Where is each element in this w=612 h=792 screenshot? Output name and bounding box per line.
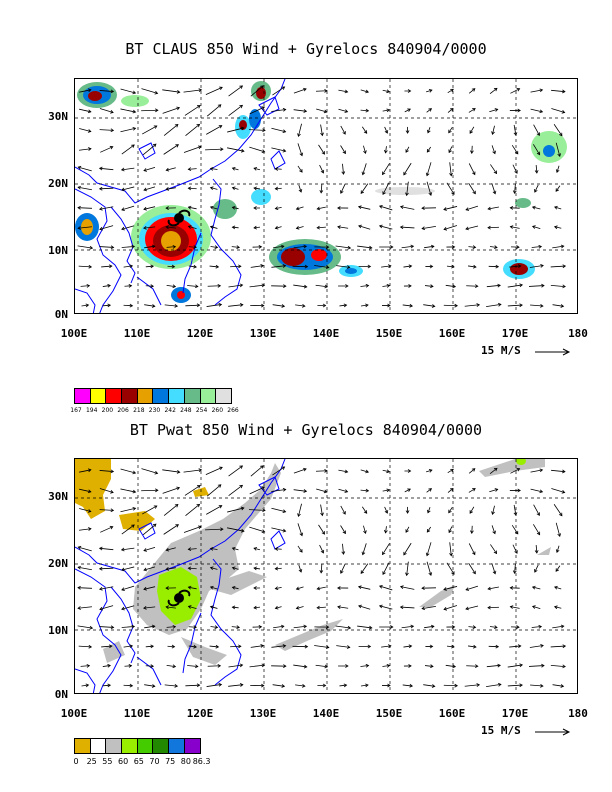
grid-lines: [75, 459, 577, 693]
colorbar-swatch: [89, 388, 107, 404]
colorbar-swatch: [183, 738, 201, 754]
colorbar-swatch: [168, 388, 185, 404]
colorbar-label: 55: [102, 757, 113, 766]
cloud-shading: [75, 81, 567, 303]
reference-vector-label: 15 M/S: [481, 724, 521, 737]
colorbar-label: 260: [211, 407, 224, 414]
colorbar-swatch: [152, 738, 170, 754]
colorbar-swatch: [121, 388, 138, 404]
wind-vectors: [77, 465, 567, 688]
colorbar-label: 25: [86, 757, 97, 766]
colorbar-claus: [74, 388, 232, 404]
typhoon-symbol-icon: [167, 589, 191, 607]
colorbar-swatch: [121, 738, 138, 754]
y-tick-label: 30N: [48, 110, 68, 123]
x-tick-label: 140E: [312, 327, 340, 340]
y-tick-label: 0N: [54, 688, 68, 701]
colorbar-swatch: [74, 388, 91, 404]
colorbar-label: 60: [118, 757, 129, 766]
colorbar-swatch: [215, 388, 232, 404]
typhoon-symbol-icon: [167, 209, 191, 227]
colorbar-swatch: [199, 388, 217, 404]
colorbar-label: 230: [148, 407, 161, 414]
y-tick-label: 10N: [48, 244, 68, 257]
x-tick-label: 130E: [249, 327, 277, 340]
x-tick-label: 100E: [60, 327, 88, 340]
colorbar-label: 206: [117, 407, 129, 414]
x-tick-label: 120E: [186, 707, 214, 720]
x-tick-label: 120E: [186, 327, 214, 340]
colorbar-swatch: [136, 738, 154, 754]
map-panel-pwat: [74, 458, 578, 694]
colorbar-label: 248: [180, 407, 192, 414]
pwat-shading: [75, 459, 551, 665]
x-tick-label: 100E: [60, 707, 88, 720]
colorbar-swatch: [168, 738, 185, 754]
y-tick-label: 0N: [54, 308, 68, 321]
colorbar-label: 218: [133, 407, 145, 414]
colorbar-swatch: [105, 388, 123, 404]
colorbar-swatch: [183, 388, 201, 404]
colorbar-swatch: [152, 388, 170, 404]
colorbar-label: 0: [73, 757, 79, 766]
x-tick-label: 160E: [438, 327, 466, 340]
x-tick-label: 110E: [123, 327, 151, 340]
panel1-title: BT CLAUS 850 Wind + Gyrelocs 840904/0000: [125, 40, 487, 58]
colorbar-pwat: [74, 738, 201, 754]
map-canvas: [75, 79, 577, 313]
y-tick-label: 20N: [48, 557, 68, 570]
y-tick-label: 30N: [48, 490, 68, 503]
x-tick-label: 170E: [501, 327, 529, 340]
y-tick-label: 10N: [48, 624, 68, 637]
grid-lines: [75, 79, 577, 313]
x-tick-label: 180: [568, 707, 588, 720]
colorbar-swatch: [136, 388, 154, 404]
colorbar-label: 75: [165, 757, 176, 766]
colorbar-label: 86.3: [192, 757, 211, 766]
colorbar-label: 194: [85, 407, 98, 414]
wind-vectors: [77, 85, 567, 308]
colorbar-label: 70: [149, 757, 160, 766]
x-tick-label: 110E: [123, 707, 151, 720]
reference-arrow-icon: [535, 348, 571, 356]
colorbar-label: 65: [133, 757, 144, 766]
panel2-title: BT Pwat 850 Wind + Gyrelocs 840904/0000: [129, 421, 483, 439]
coastlines: [75, 459, 286, 693]
map-panel-claus: [74, 78, 578, 314]
reference-arrow-icon: [535, 728, 571, 736]
map-canvas: [75, 459, 577, 693]
colorbar-label: 242: [164, 407, 176, 414]
x-tick-label: 180: [568, 327, 588, 340]
colorbar-label: 167: [70, 407, 82, 414]
colorbar-swatch: [105, 738, 123, 754]
x-tick-label: 160E: [438, 707, 466, 720]
colorbar-label: 80: [180, 757, 191, 766]
colorbar-label: 200: [101, 407, 114, 414]
x-tick-label: 130E: [249, 707, 277, 720]
colorbar-swatch: [74, 738, 91, 754]
y-tick-label: 20N: [48, 177, 68, 190]
reference-vector-label: 15 M/S: [481, 344, 521, 357]
x-tick-label: 140E: [312, 707, 340, 720]
x-tick-label: 170E: [501, 707, 529, 720]
colorbar-label: 266: [227, 407, 239, 414]
colorbar-label: 254: [195, 407, 208, 414]
x-tick-label: 150E: [375, 707, 403, 720]
colorbar-swatch: [89, 738, 107, 754]
x-tick-label: 150E: [375, 327, 403, 340]
